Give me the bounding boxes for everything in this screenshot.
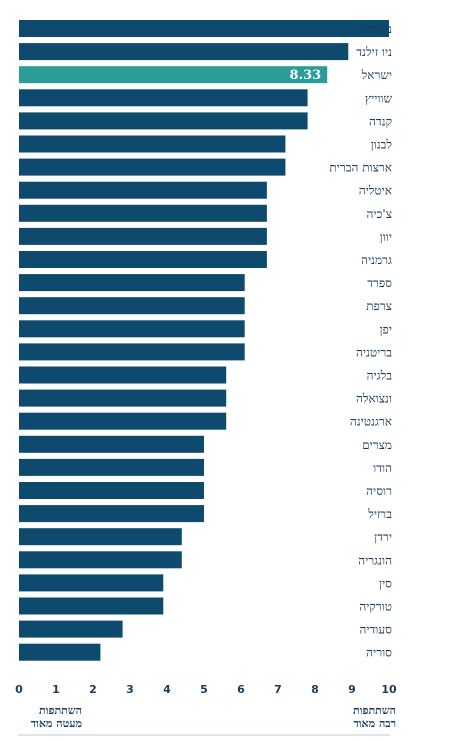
category-label-10: גרמניה	[361, 253, 392, 267]
bar-22	[19, 528, 182, 546]
bar-14	[19, 343, 245, 361]
high-note-line2: רבה מאוד	[353, 717, 396, 730]
category-label-8: צ'כיה	[367, 207, 393, 221]
bar-chart: נורווגיה ניו זילנד ישראל 8.33 שווייץ קנדה לבנו…	[15, 20, 397, 696]
x-tick-label-10: 10	[381, 683, 397, 696]
category-label-17: ארגנטינה	[350, 415, 392, 429]
bar-18	[19, 435, 204, 453]
bar-24	[19, 574, 164, 592]
x-tick-label-3: 3	[126, 683, 134, 696]
bar-11	[19, 274, 245, 292]
bar-19	[19, 458, 204, 476]
category-label-11: ספרד	[367, 276, 392, 290]
category-label-0: נורווגיה	[359, 22, 392, 36]
bar-10	[19, 251, 267, 268]
high-note-line1: השתתפות	[352, 704, 396, 717]
category-label-5: לבנון	[371, 138, 392, 152]
bar-13	[19, 320, 245, 338]
x-tick-label-8: 8	[311, 683, 319, 696]
bar-4	[19, 112, 308, 130]
bar-12	[19, 297, 245, 315]
bar-1	[19, 43, 349, 61]
bar-8	[19, 204, 267, 222]
category-label-2: ישראל	[361, 68, 392, 82]
low-note-line2: מעטה מאוד	[30, 717, 82, 730]
x-tick-label-6: 6	[237, 683, 245, 696]
x-tick-label-2: 2	[89, 683, 97, 696]
category-label-6: ארצות הברית	[329, 161, 392, 175]
bar-21	[19, 505, 204, 523]
bottom-divider	[18, 734, 390, 736]
x-tick-label-1: 1	[52, 683, 60, 696]
bar-0	[19, 20, 389, 37]
bar-9	[19, 227, 267, 245]
high-participation-note: השתתפות רבה מאוד	[336, 704, 396, 730]
category-label-3: שווייץ	[365, 91, 393, 105]
highlight-value-label: 8.33	[290, 68, 322, 83]
bar-5	[19, 135, 286, 153]
bar-3	[19, 89, 308, 107]
bar-2	[19, 66, 328, 84]
category-label-14: בריטניה	[356, 345, 392, 359]
bar-25	[19, 597, 164, 615]
bar-20	[19, 482, 204, 499]
category-label-26: סעודיה	[359, 623, 392, 637]
category-label-18: מצרים	[362, 438, 392, 452]
bar-26	[19, 620, 123, 638]
low-participation-note: השתתפות מעטה מאוד	[22, 704, 82, 730]
bar-16	[19, 389, 227, 407]
category-label-15: בלגיה	[367, 369, 393, 383]
category-label-12: צרפת	[366, 299, 392, 313]
category-label-21: ברזיל	[367, 507, 392, 521]
low-note-line1: השתתפות	[38, 704, 82, 717]
category-label-20: רוסיה	[366, 484, 392, 498]
category-label-24: סין	[379, 576, 392, 590]
bar-15	[19, 366, 227, 384]
category-label-23: הונגריה	[358, 553, 392, 567]
x-tick-label-4: 4	[163, 683, 171, 696]
bar-27	[19, 643, 101, 661]
category-label-13: יפן	[380, 322, 393, 336]
x-tick-label-5: 5	[200, 683, 208, 696]
category-label-27: סוריה	[366, 646, 392, 660]
bar-7	[19, 181, 267, 199]
category-label-25: טורקיה	[359, 600, 392, 614]
category-label-16: ונצואלה	[356, 392, 392, 406]
bar-17	[19, 412, 227, 430]
category-label-1: ניו זילנד	[356, 45, 392, 59]
bar-23	[19, 551, 182, 569]
x-tick-label-0: 0	[15, 683, 23, 696]
category-label-22: ירדן	[374, 530, 392, 544]
category-label-7: איטליה	[359, 184, 392, 198]
category-label-4: קנדה	[369, 114, 392, 128]
x-tick-label-9: 9	[348, 683, 356, 696]
bar-6	[19, 158, 286, 176]
x-tick-label-7: 7	[274, 683, 282, 696]
category-label-9: יוון	[380, 230, 392, 244]
category-label-19: הודו	[373, 461, 392, 475]
